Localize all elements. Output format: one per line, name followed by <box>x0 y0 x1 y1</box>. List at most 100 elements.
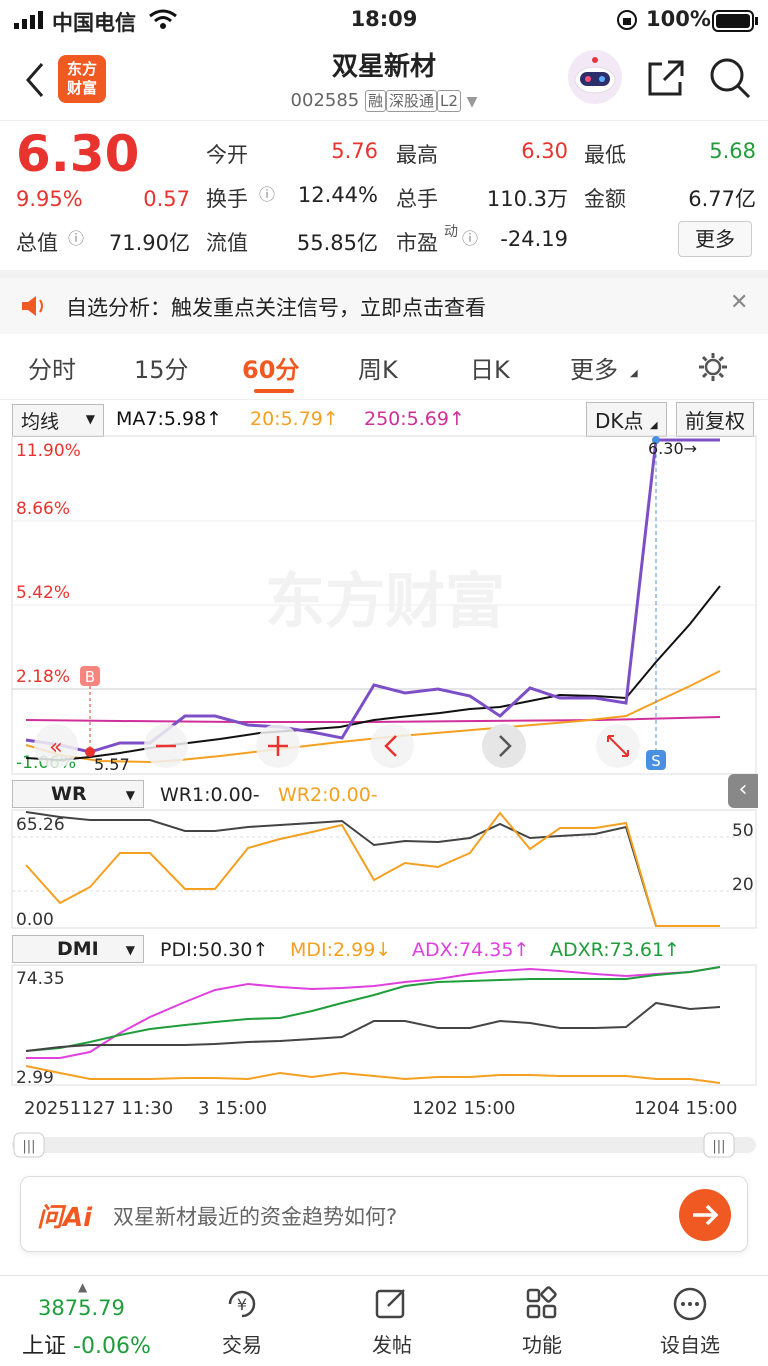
low-label: 最低 <box>584 143 626 167</box>
chevron-down-icon: ▼ <box>125 943 135 957</box>
x-label: 20251127 11:30 <box>24 1098 173 1119</box>
more-dots-icon <box>673 1287 707 1321</box>
tag-connect: 深股通 <box>386 90 438 112</box>
share-icon[interactable] <box>646 58 686 102</box>
change-percent: 9.95% <box>16 187 83 211</box>
y-label: 2.18% <box>16 667 70 687</box>
period-tabs: 分时 15分 60分 周K 日K 更多 ◢ <box>0 334 768 400</box>
ma-select-label: 均线 <box>21 411 60 433</box>
ma20-legend: 20:5.79↑ <box>250 408 339 430</box>
search-icon[interactable] <box>708 56 752 104</box>
change-amount: 0.57 <box>143 187 190 211</box>
turnover-value: 12.44% <box>297 183 378 207</box>
wr-select-label: WR <box>51 783 87 805</box>
grip-icon: ||| <box>22 1139 35 1154</box>
ask-ai-bar[interactable]: 问Ai 双星新材最近的资金趋势如何? <box>20 1176 748 1252</box>
wr1-line <box>25 811 720 927</box>
adjust-button[interactable]: 前复权 <box>676 402 754 437</box>
price-line <box>25 438 720 754</box>
caret-up-icon: ▲ <box>78 1280 88 1294</box>
ma20-line <box>25 670 721 764</box>
more-quote-button[interactable]: 更多 <box>678 221 752 257</box>
dk-button[interactable]: DK点 ◢ <box>586 402 667 437</box>
plus-icon <box>268 736 288 756</box>
nav-watchlist-label: 设自选 <box>660 1333 720 1357</box>
settings-gear-icon[interactable] <box>696 350 730 388</box>
bottom-toolbar: ▲ 3875.79 上证 -0.06% ¥ 交易 发帖 功能 设自选 <box>0 1275 768 1366</box>
dropdown-arrow-icon[interactable]: ▼ <box>466 94 478 110</box>
pe-value: -24.19 <box>500 227 568 251</box>
nav-watchlist[interactable]: 设自选 <box>630 1284 750 1358</box>
ma-select[interactable]: 均线 ▼ <box>12 404 104 437</box>
sell-marker <box>646 750 666 770</box>
close-icon[interactable]: ✕ <box>730 290 749 315</box>
nav-post-label: 发帖 <box>372 1333 412 1357</box>
info-icon[interactable]: ⓘ <box>462 229 479 248</box>
tab-daily[interactable]: 日K <box>470 356 510 384</box>
back-icon[interactable] <box>22 60 46 104</box>
index-name: 上证 <box>22 1334 67 1359</box>
nav-functions-label: 功能 <box>522 1333 562 1357</box>
tab-weekly[interactable]: 周K <box>358 356 398 384</box>
wr-top-label: 65.26 <box>16 815 65 835</box>
banner-text: 自选分析：触发重点关注信号，立即点击查看 <box>66 296 486 320</box>
x-label: 3 15:00 <box>198 1098 267 1119</box>
chevron-right-icon <box>499 735 512 757</box>
current-price: 6.30 <box>16 125 140 183</box>
chart-svg: 东方财富 11.90% 8.66% 5.42% 2.18% -1.06% 6.3… <box>11 435 757 1158</box>
open-label: 今开 <box>206 143 248 167</box>
adx-line <box>26 966 721 1059</box>
pe-superscript: 动 <box>444 224 458 240</box>
x-label: 1204 15:00 <box>634 1098 737 1119</box>
open-value: 5.76 <box>331 139 378 163</box>
adxr-legend: ADXR:73.61↑ <box>550 939 680 961</box>
high-label: 最高 <box>396 143 438 167</box>
low-price-label: 5.57 <box>94 755 130 774</box>
y-label: 5.42% <box>16 583 70 603</box>
nav-functions[interactable]: 功能 <box>482 1284 602 1358</box>
mdi-legend: MDI:2.99↓ <box>290 939 392 961</box>
info-icon[interactable]: ⓘ <box>259 185 276 204</box>
dk-arrow-icon: ◢ <box>649 420 658 431</box>
wr-select[interactable]: WR ▼ <box>12 780 144 808</box>
tab-more[interactable]: 更多 <box>570 356 618 384</box>
kline-chart[interactable]: 均线 ▼ MA7:5.98↑ 20:5.79↑ 250:5.69↑ DK点 ◢ 前… <box>0 400 768 1160</box>
pe-label: 市盈 <box>396 231 438 255</box>
speaker-icon <box>20 294 48 322</box>
last-price-label: 6.30→ <box>648 439 697 458</box>
carrier: 中国电信 <box>52 11 136 35</box>
status-bar: 中国电信 18:09 100% <box>0 0 768 40</box>
info-icon[interactable]: ⓘ <box>68 229 85 248</box>
collapse-panel-button[interactable]: ‹ <box>728 774 758 808</box>
wr-panel-frame <box>11 809 757 929</box>
volume-label: 总手 <box>396 187 438 211</box>
stock-code: 002585 <box>290 90 360 111</box>
tab-15min[interactable]: 15分 <box>134 356 189 384</box>
battery-percent: 100% <box>646 7 711 31</box>
adxr-line <box>25 966 721 1052</box>
pan-left-button <box>370 724 414 768</box>
index-ticker[interactable]: 上证 -0.06% <box>22 1328 151 1360</box>
wr2-line <box>25 811 720 927</box>
pan-left-fast-button <box>34 724 78 768</box>
dmi-select[interactable]: DMI ▼ <box>12 935 144 963</box>
dk-label: DK点 <box>595 409 644 433</box>
analysis-banner[interactable]: 自选分析：触发重点关注信号，立即点击查看 ✕ <box>0 270 768 334</box>
ask-ai-placeholder[interactable]: 双星新材最近的资金趋势如何? <box>113 1205 398 1229</box>
total-cap-value: 71.90亿 <box>108 231 190 255</box>
last-point-dot <box>652 436 660 444</box>
nav-trade[interactable]: ¥ 交易 <box>182 1284 302 1358</box>
tab-intraday[interactable]: 分时 <box>28 356 76 384</box>
y-label-top: 11.90% <box>16 441 81 461</box>
send-arrow-icon[interactable] <box>679 1189 731 1245</box>
pan-right-button <box>482 724 526 768</box>
tab-60min[interactable]: 60分 <box>242 356 300 384</box>
svg-text:¥: ¥ <box>237 1295 247 1314</box>
range-slider-track <box>12 1137 756 1153</box>
float-cap-value: 55.85亿 <box>296 231 378 255</box>
nav-post[interactable]: 发帖 <box>332 1284 452 1358</box>
mdi-line <box>25 1065 721 1084</box>
assistant-avatar-icon[interactable] <box>566 48 624 110</box>
nav-trade-label: 交易 <box>222 1333 262 1357</box>
tag-level2: L2 <box>437 90 461 112</box>
